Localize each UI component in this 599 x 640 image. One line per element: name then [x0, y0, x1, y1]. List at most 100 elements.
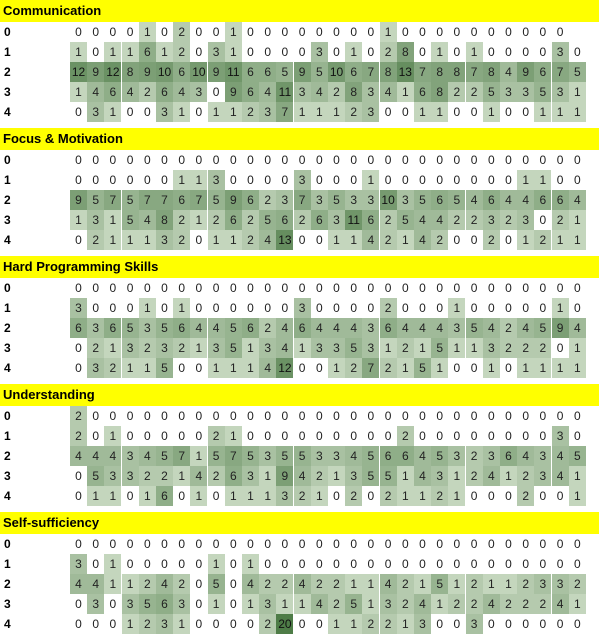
heatmap-cell: 3 [482, 210, 500, 230]
heatmap-cell: 2 [448, 210, 466, 230]
heatmap-cell: 5 [310, 62, 328, 82]
row-label: 2 [4, 65, 11, 79]
heatmap-cell: 0 [224, 406, 242, 426]
heatmap-cell: 0 [70, 22, 87, 42]
heatmap-cell: 0 [534, 298, 552, 318]
heatmap-cell: 6 [362, 210, 380, 230]
heatmap-cell: 2 [379, 358, 397, 378]
heatmap-cell: 0 [517, 150, 535, 170]
heatmap-cell: 2 [379, 210, 397, 230]
heatmap-cell: 3 [362, 338, 380, 358]
heatmap-cell: 1 [568, 338, 586, 358]
heatmap-cell: 10 [379, 190, 397, 210]
heatmap-cell: 1 [551, 298, 569, 318]
heatmap-cell: 0 [190, 278, 208, 298]
heatmap-cell: 0 [551, 406, 569, 426]
heatmap-cell: 2 [242, 102, 259, 122]
heatmap-cell: 3 [517, 210, 535, 230]
heatmap-cell: 0 [431, 614, 449, 634]
heatmap-cell: 5 [276, 446, 294, 466]
heatmap-cell: 1 [414, 102, 431, 122]
heatmap-cell: 4 [482, 594, 500, 614]
heatmap-cell: 0 [242, 22, 259, 42]
heatmap-cell: 0 [276, 554, 294, 574]
heatmap-cell: 2 [534, 230, 552, 250]
heatmap-cell: 0 [500, 102, 517, 122]
heatmap-cell: 0 [190, 534, 208, 554]
heatmap-cell: 1 [448, 574, 466, 594]
heatmap-cell: 1 [396, 486, 414, 506]
heatmap-cell: 0 [482, 486, 500, 506]
heatmap-cell: 0 [276, 298, 294, 318]
heatmap-cell: 4 [517, 446, 535, 466]
heatmap-cell: 7 [276, 102, 294, 122]
heatmap-cell: 0 [207, 298, 225, 318]
heatmap-cell: 10 [156, 62, 173, 82]
heatmap-cell: 2 [259, 614, 277, 634]
heatmap-cell: 6 [379, 318, 397, 338]
heatmap-cell: 0 [310, 406, 328, 426]
row-label: 4 [4, 233, 11, 247]
heatmap-cell: 6 [396, 446, 414, 466]
heatmap-cell: 9 [551, 318, 569, 338]
heatmap-cell: 4 [121, 82, 139, 102]
heatmap-cell: 0 [482, 614, 500, 634]
heatmap-cell: 0 [104, 614, 122, 634]
heatmap-cell: 6 [70, 318, 87, 338]
heatmap-cell: 0 [328, 278, 345, 298]
heatmap-cell: 0 [500, 614, 517, 634]
heatmap-cell: 0 [482, 22, 500, 42]
heatmap-cell: 0 [190, 22, 208, 42]
heatmap-cell: 0 [551, 486, 569, 506]
heatmap-cell: 0 [534, 210, 552, 230]
heatmap-cell: 3 [362, 82, 380, 102]
heatmap-cell: 9 [138, 62, 156, 82]
heatmap-cell: 2 [568, 574, 586, 594]
heatmap-cell: 1 [121, 230, 139, 250]
heatmap-cell: 0 [104, 150, 122, 170]
heatmap-cell: 0 [414, 150, 431, 170]
heatmap-cell: 4 [70, 446, 87, 466]
heatmap-cell: 0 [328, 534, 345, 554]
heatmap-cell: 0 [482, 426, 500, 446]
heatmap-cell: 2 [431, 486, 449, 506]
heatmap-cell: 3 [448, 446, 466, 466]
heatmap-cell: 1 [121, 42, 139, 62]
heatmap-cell: 1 [448, 466, 466, 486]
heatmap-cell: 4 [70, 574, 87, 594]
heatmap-cell: 0 [310, 298, 328, 318]
heatmap-cell: 3 [414, 614, 431, 634]
heatmap-cell: 0 [551, 150, 569, 170]
heatmap-cell: 1 [448, 298, 466, 318]
heatmap-cell: 4 [414, 594, 431, 614]
heatmap-cell: 0 [121, 534, 139, 554]
heatmap-cell: 1 [293, 594, 311, 614]
heatmap-cell: 2 [138, 82, 156, 102]
heatmap-cell: 0 [104, 534, 122, 554]
heatmap-cell: 2 [465, 466, 483, 486]
heatmap-cell: 0 [104, 298, 122, 318]
heatmap-cell: 3 [551, 82, 569, 102]
heatmap-cell: 0 [224, 594, 242, 614]
heatmap-cell: 4 [87, 574, 105, 594]
heatmap-cell: 0 [87, 22, 105, 42]
heatmap-cell: 1 [362, 170, 380, 190]
heatmap-cell: 9 [224, 190, 242, 210]
heatmap-cell: 2 [138, 614, 156, 634]
heatmap-cell: 11 [276, 82, 294, 102]
heatmap-cell: 0 [517, 614, 535, 634]
heatmap-cell: 3 [87, 594, 105, 614]
heatmap-cell: 0 [345, 534, 363, 554]
heatmap-cell: 2 [500, 338, 517, 358]
heatmap-cell: 2 [379, 42, 397, 62]
heatmap-cell: 0 [568, 170, 586, 190]
heatmap-cell: 0 [414, 170, 431, 190]
heatmap-cell: 0 [379, 278, 397, 298]
heatmap-cell: 3 [173, 594, 191, 614]
heatmap-cell: 2 [345, 358, 363, 378]
heatmap-cell: 0 [276, 22, 294, 42]
heatmap-cell: 0 [534, 554, 552, 574]
heatmap-cell: 3 [293, 82, 311, 102]
heatmap-cell: 7 [362, 358, 380, 378]
heatmap-cell: 0 [379, 406, 397, 426]
